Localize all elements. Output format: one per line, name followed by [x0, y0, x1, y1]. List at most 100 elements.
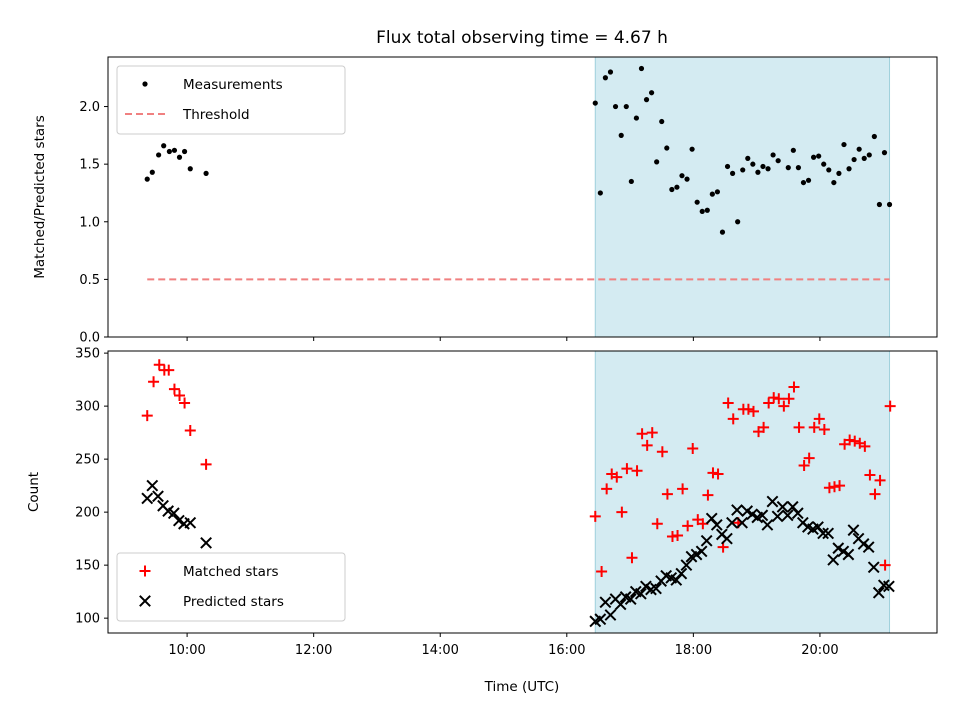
series-measurements [144, 65, 893, 235]
data-point [594, 613, 607, 626]
data-point [761, 518, 774, 531]
data-point [823, 482, 835, 494]
data-point [680, 559, 693, 572]
data-point [874, 474, 886, 486]
y-tick-label: 150 [75, 559, 100, 574]
data-point [778, 400, 790, 412]
chart-title: Flux total observing time = 4.67 h [376, 28, 668, 48]
data-point [163, 364, 175, 376]
data-point [882, 580, 895, 593]
data-point [144, 176, 150, 182]
data-point [687, 443, 699, 455]
data-point [179, 397, 191, 409]
data-point [755, 169, 761, 175]
data-point [651, 518, 663, 530]
data-point [783, 393, 795, 405]
data-point [176, 154, 183, 160]
shaded-region [594, 56, 891, 338]
legend-marker [142, 81, 148, 87]
legend-box [116, 65, 346, 135]
data-point [795, 165, 802, 171]
y-tick-label: 2.0 [79, 100, 100, 115]
data-point [886, 201, 893, 208]
data-point [656, 446, 668, 458]
data-point [621, 463, 633, 475]
y-axis-label: Count [26, 472, 42, 512]
data-point [601, 483, 613, 495]
data-point [803, 452, 815, 464]
data-point [760, 163, 766, 170]
data-point [669, 186, 675, 193]
data-point [624, 593, 637, 605]
x-tick-label: 20:00 [801, 643, 838, 658]
y-tick-label: 100 [75, 612, 100, 627]
x-axis-label: Time (UTC) [484, 679, 560, 695]
data-point [149, 169, 155, 175]
plot-frame [107, 56, 938, 338]
data-point [141, 492, 154, 505]
data-point [781, 509, 794, 522]
data-point [184, 425, 196, 437]
data-point [740, 167, 746, 173]
data-point [141, 410, 153, 422]
data-point [694, 199, 700, 205]
data-point [847, 524, 860, 537]
data-point [682, 520, 694, 532]
data-point [631, 465, 643, 477]
data-point [614, 598, 627, 611]
data-point [626, 552, 638, 564]
data-point [735, 219, 741, 225]
data-point [661, 488, 673, 500]
data-point [841, 141, 847, 148]
data-point [704, 207, 710, 213]
data-point [702, 489, 714, 501]
data-point [750, 161, 756, 167]
data-point [611, 471, 623, 483]
y-tick-label: 1.0 [79, 215, 100, 230]
data-point [729, 170, 736, 176]
data-point [724, 163, 731, 170]
data-point [844, 434, 856, 446]
data-point [859, 440, 871, 452]
data-point [679, 173, 685, 179]
data-point [604, 609, 617, 621]
x-tick-label: 14:00 [421, 643, 458, 658]
legend-entry: Matched stars [183, 564, 279, 580]
top-panel: 0.0 0.5 1.0 1.5 2.0 Matched/Predicted stars Me… [32, 56, 938, 346]
data-point [866, 152, 872, 158]
data-point [821, 161, 827, 167]
data-point [700, 534, 713, 547]
data-point [849, 435, 861, 447]
legend-entry: Threshold [182, 107, 250, 123]
data-point [805, 177, 812, 183]
data-point [684, 176, 690, 182]
data-point [161, 143, 167, 149]
data-point [836, 170, 842, 176]
data-point [862, 541, 875, 554]
data-point [174, 390, 186, 402]
plot-frame [107, 350, 938, 634]
data-point [791, 507, 804, 520]
data-point [864, 469, 876, 481]
data-point [818, 423, 830, 435]
data-point [203, 170, 209, 176]
y-axis-label: Matched/Predicted stars [32, 115, 48, 278]
data-point [707, 467, 719, 479]
data-point [166, 148, 172, 155]
data-point [709, 191, 715, 197]
data-point [773, 393, 785, 405]
data-point [876, 201, 883, 208]
data-point [152, 490, 164, 503]
data-point [650, 582, 662, 595]
data-point [758, 421, 770, 433]
legend: Measurements Threshold [116, 65, 346, 135]
data-point [776, 500, 789, 513]
data-point [167, 507, 180, 520]
data-point [808, 421, 820, 433]
data-point [148, 376, 160, 388]
data-point [867, 561, 880, 574]
data-point [634, 587, 647, 600]
data-point [861, 155, 867, 161]
legend-box [116, 552, 346, 622]
